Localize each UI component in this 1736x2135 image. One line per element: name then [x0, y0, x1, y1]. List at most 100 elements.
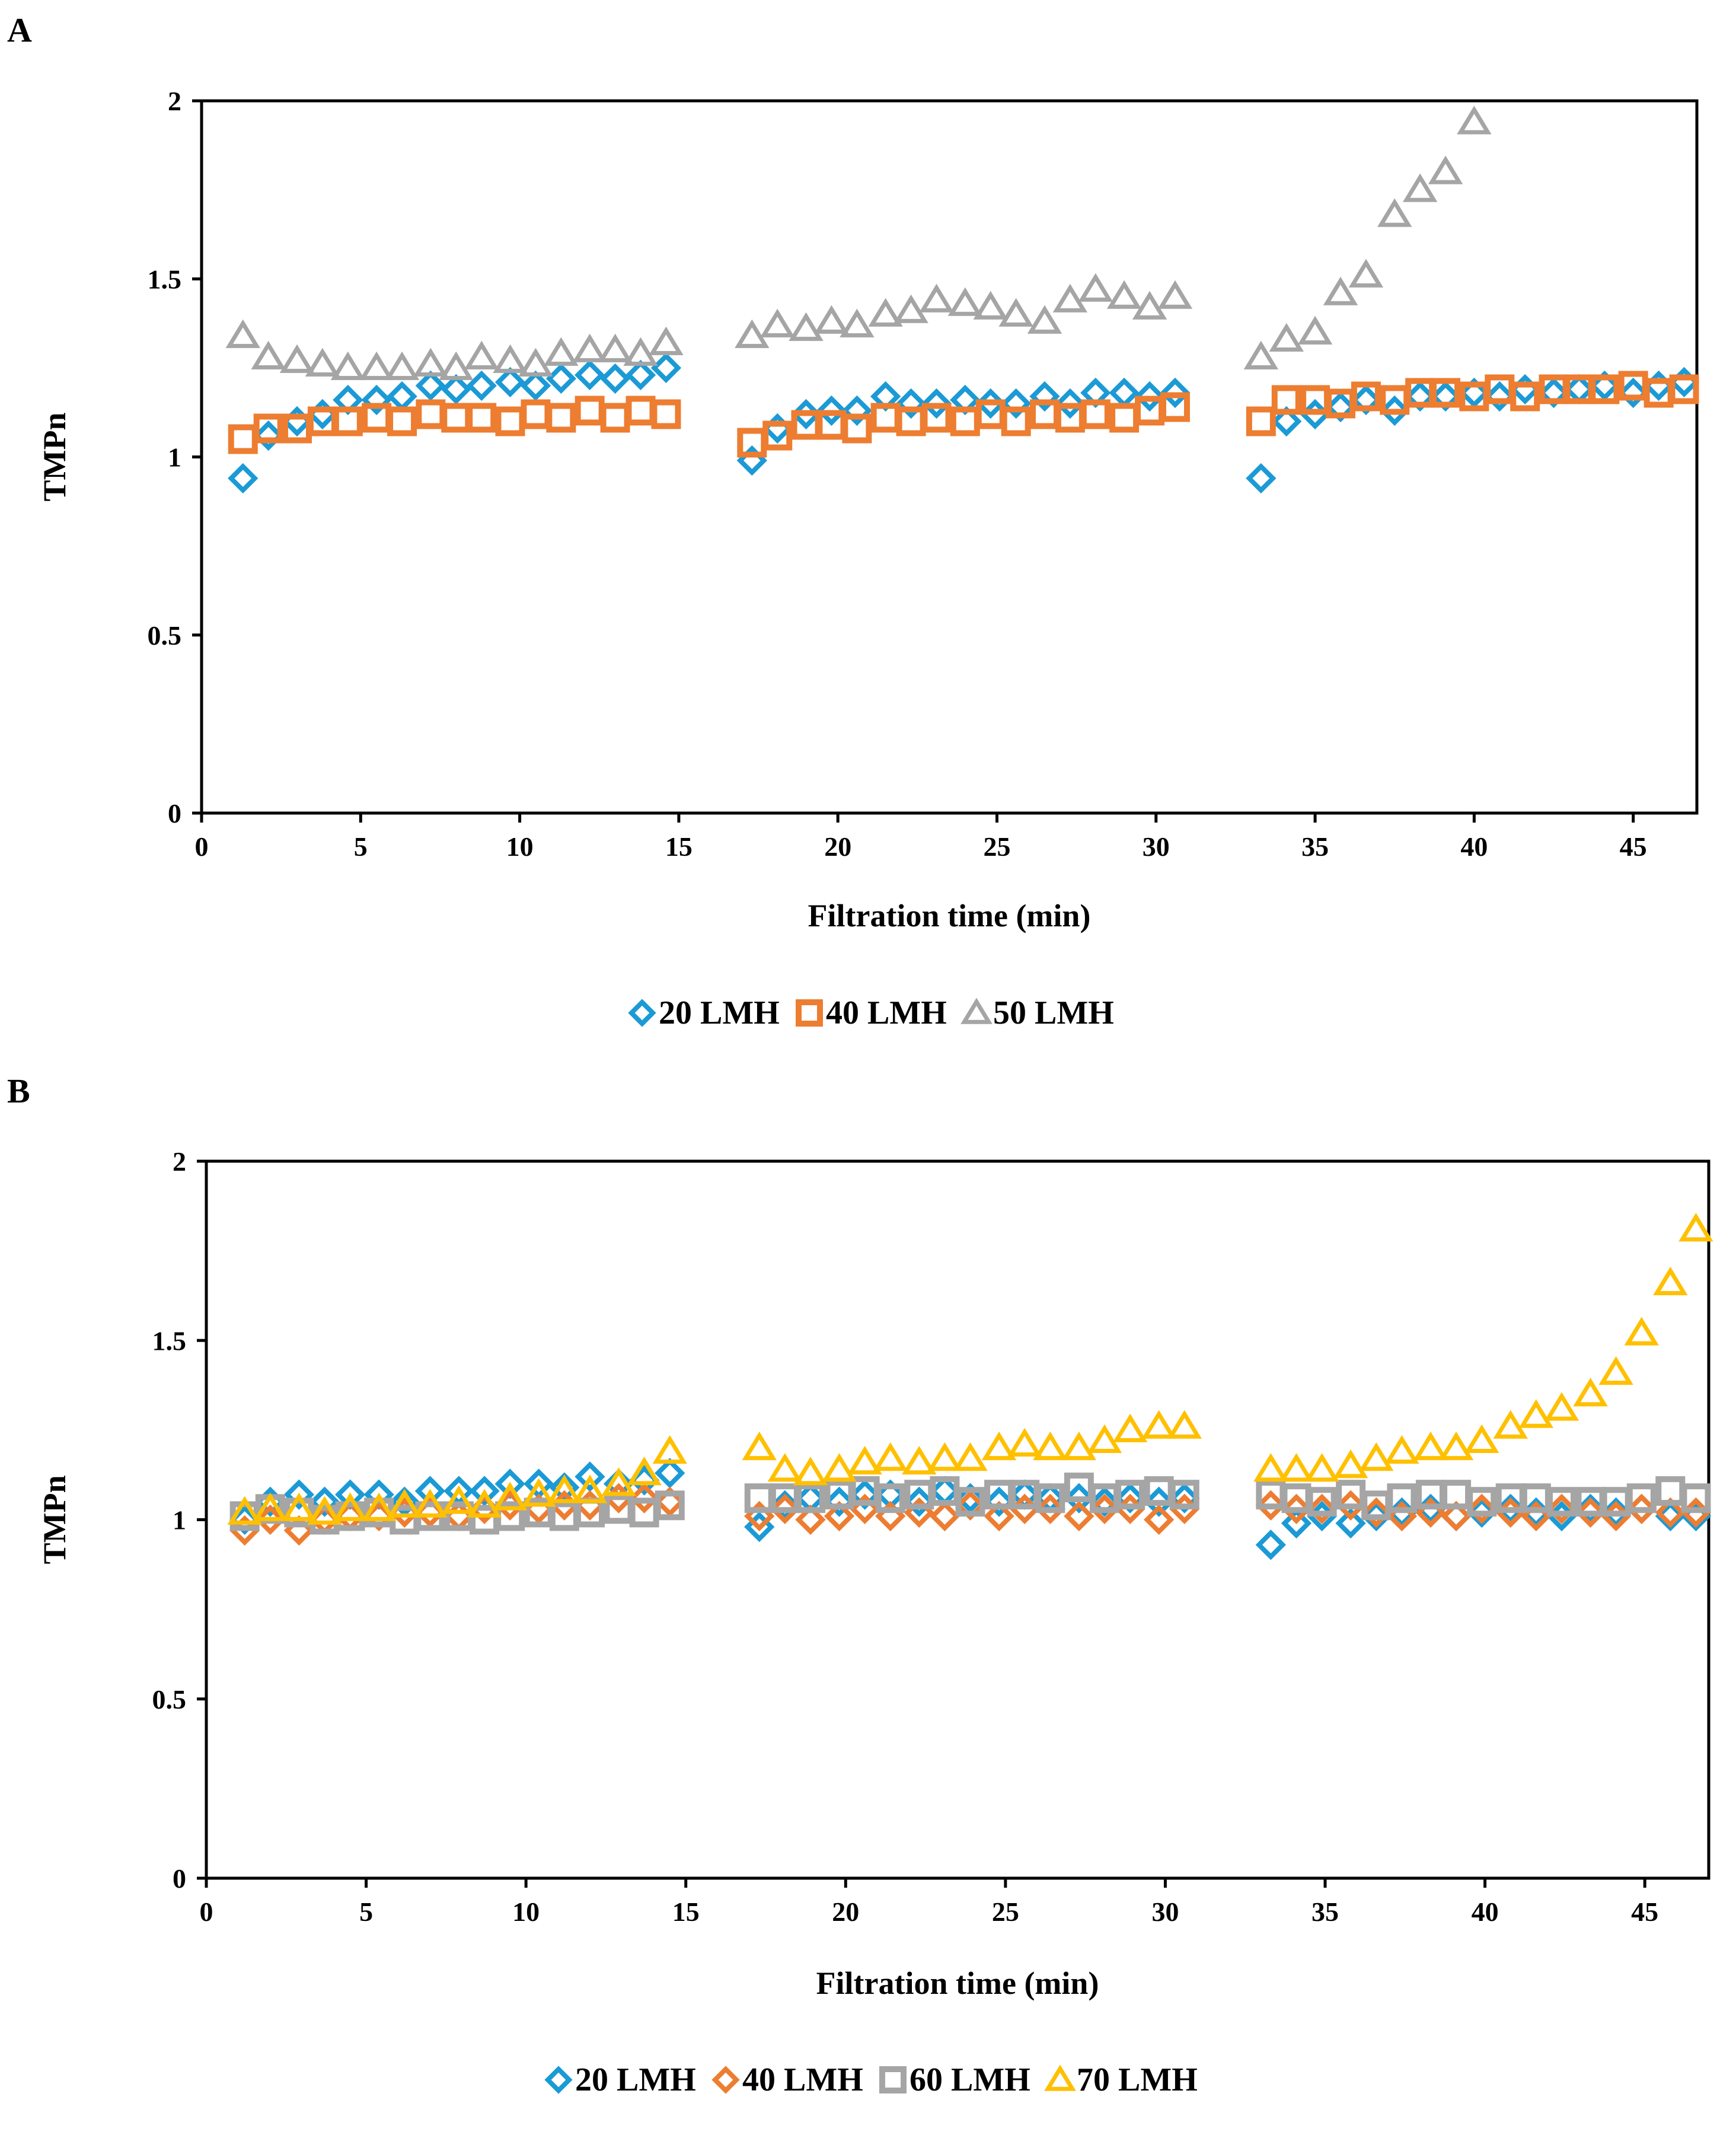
data-point [931, 1446, 958, 1469]
data-point [746, 1436, 773, 1458]
data-point [1567, 377, 1591, 401]
x-tick-label: 30 [1143, 831, 1170, 862]
data-point [1628, 1321, 1655, 1343]
x-tick-label: 45 [1620, 831, 1647, 862]
data-point [933, 1479, 956, 1503]
legend-marker [1048, 2069, 1072, 2089]
data-point [1647, 374, 1671, 397]
legend-marker [548, 2069, 569, 2091]
x-tick-label: 15 [665, 831, 693, 862]
data-point [444, 377, 468, 401]
legend-marker [631, 1002, 653, 1024]
panel-label: B [7, 1072, 30, 1110]
x-tick-label: 40 [1460, 831, 1488, 862]
data-point [549, 406, 573, 429]
data-point [1036, 1436, 1064, 1458]
data-point [309, 352, 336, 374]
data-point [765, 416, 789, 440]
chart-panel-a: A0 5 10 15 20 25 30 35 40 4500.511.52Filtration t… [7, 11, 1697, 1031]
data-point [1257, 1457, 1284, 1480]
data-point [1497, 1414, 1524, 1436]
x-tick-label: 35 [1311, 1897, 1339, 1927]
data-point [771, 1457, 799, 1480]
x-axis-label: Filtration time (min) [808, 898, 1091, 933]
data-point [654, 402, 678, 426]
plot-area-frame [202, 101, 1697, 813]
data-point [549, 367, 573, 390]
data-point [1337, 1454, 1364, 1476]
data-point [470, 406, 493, 429]
data-point [1031, 309, 1058, 332]
data-point [797, 1461, 824, 1483]
y-tick-label: 1 [173, 1505, 186, 1535]
y-tick-label: 0 [173, 1863, 186, 1894]
legend-label: 60 LMH [910, 2061, 1030, 2098]
data-point [604, 406, 627, 429]
data-point [1362, 1446, 1390, 1469]
data-point [390, 384, 414, 408]
data-point [843, 313, 870, 335]
data-point [1577, 1382, 1604, 1404]
data-point [1603, 1360, 1630, 1383]
data-point [578, 399, 602, 422]
data-point [1523, 1403, 1550, 1426]
data-point [977, 295, 1004, 317]
data-point [524, 402, 547, 426]
y-tick-label: 0 [168, 798, 181, 828]
y-tick-label: 1.5 [152, 1325, 187, 1356]
data-point [419, 374, 442, 397]
legend-label: 50 LMH [993, 995, 1114, 1031]
data-point [629, 399, 653, 422]
data-point [826, 1457, 853, 1480]
series-70-lmh [231, 1217, 1710, 1523]
data-point [793, 316, 820, 339]
data-point [1567, 377, 1591, 401]
legend: 20 LMH 40 LMH 60 LMH 70 LMH [548, 2061, 1198, 2098]
x-tick-label: 45 [1631, 1897, 1658, 1927]
data-point [1247, 345, 1275, 367]
x-tick-label: 10 [506, 831, 534, 862]
data-point [957, 1446, 984, 1469]
data-point [468, 345, 495, 367]
data-point [1657, 1271, 1684, 1293]
data-point [578, 1493, 602, 1517]
data-point [578, 363, 602, 387]
y-tick-label: 1.5 [148, 264, 182, 294]
data-point [1673, 370, 1696, 394]
legend-label: 20 LMH [575, 2061, 696, 2098]
data-point [231, 427, 255, 451]
data-point [231, 467, 255, 490]
x-tick-label: 0 [200, 1897, 213, 1927]
data-point [1381, 202, 1408, 225]
data-point [1622, 381, 1645, 404]
series-50-lmh [229, 110, 1488, 378]
data-point [1682, 1217, 1709, 1239]
data-point [1003, 302, 1030, 324]
data-point [447, 1504, 471, 1528]
data-point [283, 348, 311, 371]
data-point [1112, 381, 1136, 404]
data-point [1513, 377, 1537, 401]
data-point [1443, 1436, 1470, 1458]
panel-label: A [7, 11, 32, 49]
data-point [1460, 110, 1488, 132]
x-tick-label: 20 [832, 1897, 859, 1927]
x-tick-label: 5 [354, 831, 368, 862]
data-point [388, 355, 416, 378]
data-point [1273, 327, 1300, 349]
data-point [498, 409, 522, 433]
data-point [390, 409, 414, 433]
data-point [738, 323, 765, 346]
data-point [602, 337, 629, 360]
data-point [877, 1446, 904, 1469]
data-point [547, 341, 575, 364]
legend: 20 LMH 40 LMH 50 LMH [631, 995, 1114, 1031]
data-point [363, 355, 390, 378]
data-point [1309, 1457, 1336, 1480]
y-tick-label: 0.5 [148, 620, 182, 651]
legend-label: 40 LMH [742, 2061, 863, 2098]
legend-marker [882, 2069, 904, 2091]
data-point [658, 1461, 682, 1485]
data-point [933, 1479, 956, 1503]
data-point [1091, 1429, 1118, 1451]
